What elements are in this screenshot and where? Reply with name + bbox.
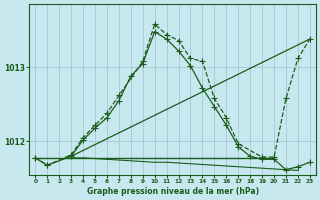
X-axis label: Graphe pression niveau de la mer (hPa): Graphe pression niveau de la mer (hPa): [86, 187, 259, 196]
